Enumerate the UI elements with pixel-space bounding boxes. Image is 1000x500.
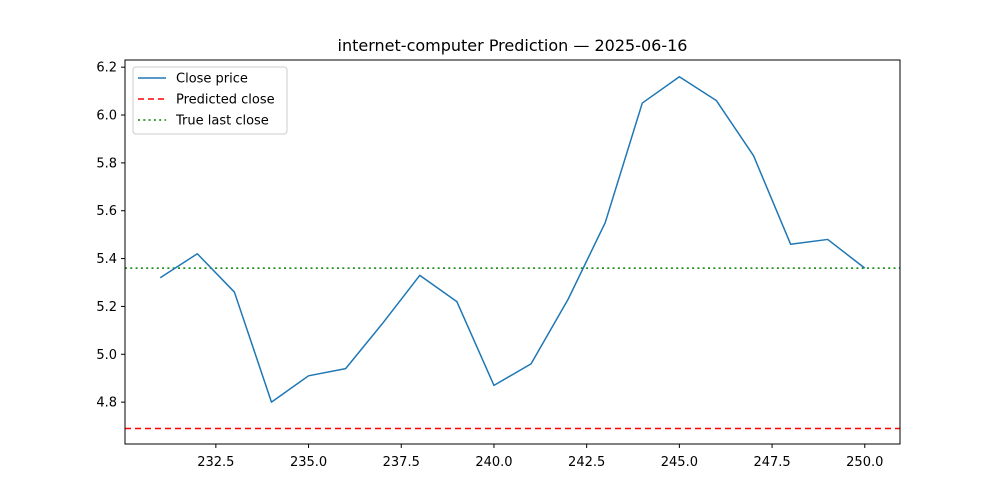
x-tick-label: 247.5 (753, 455, 790, 470)
legend-box (132, 66, 288, 135)
x-axis: 232.5 235.0 237.5 240.0 242.5 245.0 247.5 250.0 (197, 444, 883, 470)
legend-label: True last close (175, 114, 269, 129)
plot-area (125, 76, 900, 430)
y-tick-label: 6.2 (96, 61, 117, 76)
legend-label: Close price (176, 72, 248, 87)
legend-label: Predicted close (176, 93, 275, 108)
x-tick-label: 235.0 (290, 455, 327, 470)
y-tick-label: 6.0 (96, 109, 117, 124)
y-tick-label: 5.2 (96, 300, 117, 315)
y-axis: 4.8 5.0 5.2 5.4 5.6 5.8 6.0 6.2 (96, 61, 125, 411)
series-line-close-price (159, 76, 866, 403)
y-tick-label: 4.8 (96, 396, 117, 411)
x-tick-label: 242.5 (568, 455, 605, 470)
y-tick-label: 5.0 (96, 348, 117, 363)
y-tick-label: 5.6 (96, 204, 117, 219)
x-tick-label: 245.0 (661, 455, 698, 470)
chart-title: internet-computer Prediction — 2025-06-1… (338, 36, 688, 55)
x-tick-label: 232.5 (197, 455, 234, 470)
y-tick-label: 5.4 (96, 252, 117, 267)
legend: Close price Predicted close True last clos… (132, 66, 288, 135)
x-tick-label: 240.0 (475, 455, 512, 470)
x-tick-label: 250.0 (846, 455, 883, 470)
x-tick-label: 237.5 (383, 455, 420, 470)
plot-frame (124, 59, 901, 445)
y-tick-label: 5.8 (96, 156, 117, 171)
